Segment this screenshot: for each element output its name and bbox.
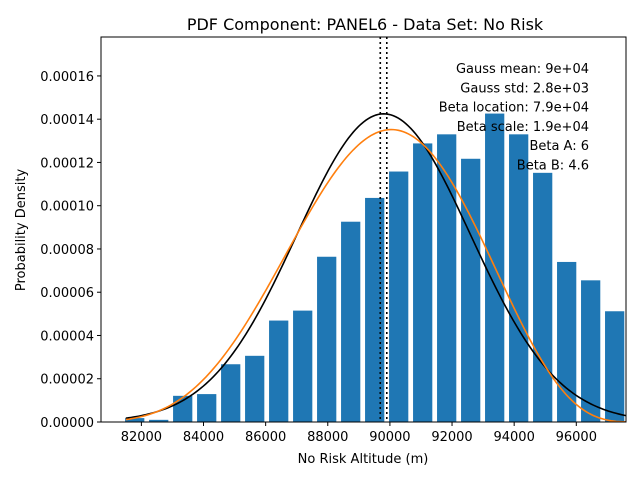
- y-tick-label: 0.00012: [40, 156, 94, 171]
- x-tick-label: 88000: [307, 430, 348, 445]
- fit-parameter-annotation: Gauss mean: 9e+04: [456, 62, 589, 77]
- x-tick-label: 90000: [369, 430, 410, 445]
- histogram-bar: [413, 143, 433, 422]
- y-tick-label: 0.00008: [40, 243, 94, 258]
- histogram-bar: [221, 364, 241, 422]
- histogram-bar: [365, 197, 385, 422]
- x-tick-label: 96000: [556, 430, 597, 445]
- y-tick-label: 0.00016: [40, 70, 94, 85]
- fit-parameter-annotation: Gauss std: 2.8e+03: [460, 81, 589, 96]
- histogram-bar: [245, 355, 265, 422]
- y-tick-label: 0.00000: [40, 416, 94, 431]
- fit-parameter-annotation: Beta B: 4.6: [517, 159, 589, 174]
- histogram-bar: [293, 310, 313, 422]
- histogram-bar: [389, 171, 409, 422]
- histogram-bar: [581, 280, 601, 422]
- histogram-bar: [341, 221, 361, 422]
- histogram-bar: [437, 134, 457, 422]
- histogram-bar: [629, 337, 640, 422]
- axes-frame: [100, 36, 627, 423]
- gauss-curve: [125, 113, 626, 419]
- x-axis-label: No Risk Altitude (m): [298, 452, 429, 467]
- y-tick-label: 0.00002: [40, 373, 94, 388]
- histogram-bar: [125, 418, 145, 422]
- histogram-bar: [461, 158, 481, 422]
- fit-parameter-annotation: Beta A: 6: [529, 139, 589, 154]
- y-tick-label: 0.00006: [40, 286, 94, 301]
- y-axis-label: Probability Density: [14, 169, 29, 292]
- x-tick-label: 86000: [245, 430, 286, 445]
- fit-parameter-annotation: Beta scale: 1.9e+04: [457, 120, 589, 135]
- y-tick-label: 0.00010: [40, 200, 94, 215]
- histogram-bar: [269, 320, 289, 422]
- fit-parameter-annotation: Beta location: 7.9e+04: [439, 101, 589, 116]
- beta-curve: [125, 128, 626, 422]
- x-tick-label: 82000: [121, 430, 162, 445]
- histogram-bar: [317, 256, 337, 422]
- chart-title: PDF Component: PANEL6 - Data Set: No Ris…: [187, 15, 544, 34]
- plot-area: 82000 84000 86000 88000 90000 92000 94000 96000…: [40, 36, 640, 445]
- histogram-bar: [605, 311, 625, 422]
- x-tick-label: 92000: [431, 430, 472, 445]
- x-tick-label: 94000: [493, 430, 534, 445]
- histogram-bar: [533, 172, 553, 422]
- y-tick-label: 0.00004: [40, 329, 94, 344]
- histogram-bar: [557, 261, 577, 422]
- x-tick-label: 84000: [183, 430, 224, 445]
- histogram-bar: [509, 134, 529, 422]
- histogram-bar: [197, 394, 217, 422]
- y-tick-label: 0.00014: [40, 113, 94, 128]
- histogram-bar: [149, 419, 169, 422]
